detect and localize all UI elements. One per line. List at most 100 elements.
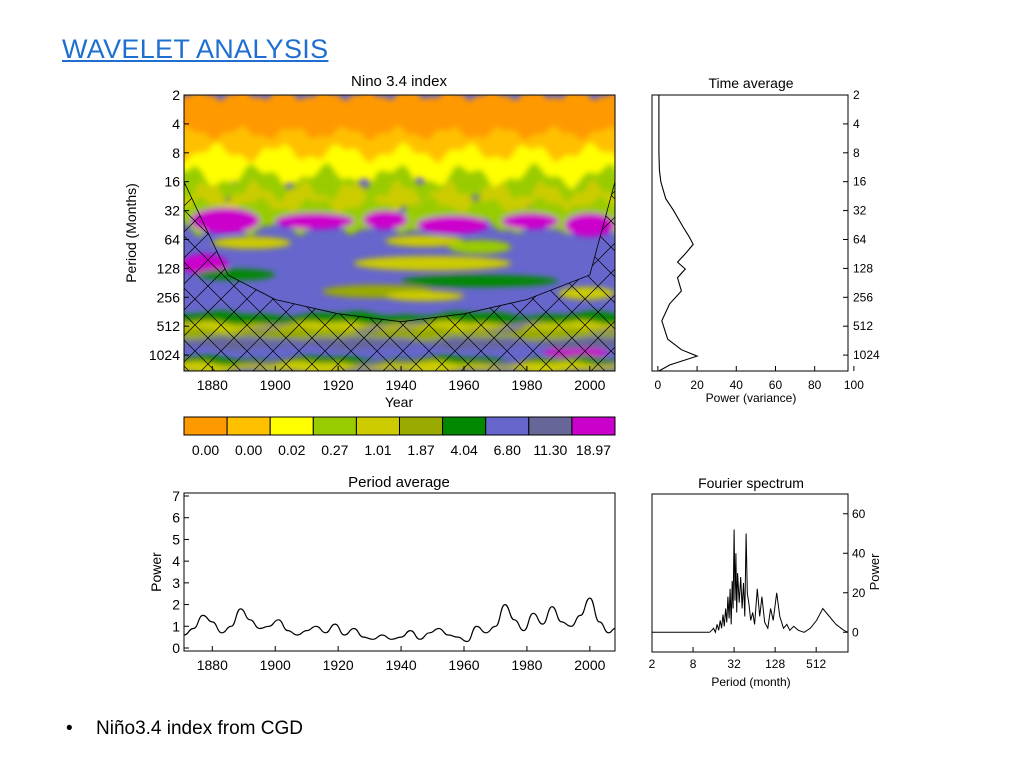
- colorbar-swatch: [226, 416, 271, 436]
- fourier-panel: Fourier spectrum 0 20 40 60 2 8 32 128 512 Peri…: [649, 475, 882, 689]
- period-average-ylabel: Power: [148, 552, 164, 592]
- wavelet-ytick-label: 4: [172, 116, 180, 132]
- period-average-xtick-label: 2000: [574, 657, 605, 673]
- fourier-ytick-label: 60: [852, 507, 866, 521]
- time-average-frame: [651, 94, 849, 372]
- wavelet-xtick-label: 1940: [385, 377, 416, 393]
- colorbar-label: 18.97: [576, 442, 611, 458]
- bullet-marker: •: [66, 718, 73, 739]
- fourier-title: Fourier spectrum: [698, 475, 804, 491]
- colorbar-label: 0.27: [321, 442, 348, 458]
- time-average-xlabel: Power (variance): [706, 391, 797, 405]
- wavelet-frame: [183, 94, 616, 372]
- fourier-xtick-label: 32: [727, 657, 741, 671]
- colorbar-swatch: [355, 416, 400, 436]
- wavelet-heatmap: [184, 95, 615, 371]
- time-average-ytick-label: 128: [853, 261, 873, 275]
- colorbar: 0.00 0.00 0.02 0.27 1.01 1.87 4.04 6.80 11.30 18.…: [183, 416, 616, 458]
- bullet-item: • Niño3.4 index from CGD: [66, 718, 303, 740]
- fourier-ytick-label: 40: [852, 546, 866, 560]
- time-average-xtick-label: 20: [690, 378, 704, 392]
- period-average-line: [183, 597, 616, 643]
- power-blob: [448, 240, 512, 254]
- colorbar-label: 0.02: [278, 442, 305, 458]
- fourier-ytick-label: 20: [852, 586, 866, 600]
- wavelet-xtick-label: 1900: [260, 377, 291, 393]
- period-average-ytick-label: 2: [172, 597, 180, 613]
- colorbar-swatch: [442, 416, 487, 436]
- fourier-line: [652, 529, 849, 634]
- power-blob: [416, 215, 490, 234]
- period-average-frame: [183, 492, 616, 652]
- fourier-xtick-label: 2: [649, 657, 656, 671]
- wavelet-ylabel: Period (Months): [123, 183, 139, 283]
- power-blob: [501, 213, 559, 230]
- time-average-xtick-label: 60: [769, 378, 783, 392]
- time-average-ytick-label: 4: [853, 117, 860, 131]
- time-average-xtick-label: 0: [655, 378, 662, 392]
- cone-of-influence-line: [184, 181, 615, 323]
- colorbar-label: 6.80: [494, 442, 521, 458]
- period-average-ytick-label: 1: [172, 618, 180, 634]
- wavelet-xtick-label: 1980: [511, 377, 542, 393]
- colorbar-label: 11.30: [533, 442, 567, 458]
- fourier-frame: [651, 493, 849, 653]
- wavelet-xtick-label: 1880: [197, 377, 228, 393]
- period-average-ytick-label: 7: [172, 488, 180, 504]
- period-average-xtick-label: 1940: [385, 657, 416, 673]
- time-average-ytick-label: 2: [853, 88, 860, 102]
- time-average-ytick-label: 8: [853, 146, 860, 160]
- fourier-ylabel: Power: [867, 553, 882, 591]
- wavelet-ytick-label: 16: [164, 174, 180, 190]
- time-average-ytick-label: 32: [853, 204, 867, 218]
- colorbar-label: 0.00: [192, 442, 219, 458]
- period-average-ytick-label: 5: [172, 531, 180, 547]
- fourier-xtick-label: 8: [690, 657, 697, 671]
- time-average-panel: Time average 2 4 8 16 32 64 128 256 512 1024 0 20 4…: [651, 75, 880, 405]
- power-blob: [275, 213, 354, 230]
- wavelet-xtick-label: 1920: [323, 377, 354, 393]
- colorbar-swatch: [269, 416, 314, 436]
- time-average-ytick-label: 512: [853, 319, 873, 333]
- time-average-ytick-label: 16: [853, 175, 867, 189]
- power-blob: [363, 210, 408, 230]
- power-blob: [385, 235, 464, 247]
- power-blob: [353, 255, 512, 271]
- period-average-ytick-label: 3: [172, 575, 180, 591]
- period-average-xtick-label: 1920: [323, 657, 354, 673]
- time-average-ytick-label: 256: [853, 290, 873, 304]
- colorbar-swatch: [571, 416, 616, 436]
- power-blob: [190, 207, 260, 234]
- time-average-line: [658, 95, 699, 372]
- time-average-title: Time average: [708, 75, 793, 91]
- colorbar-swatch: [485, 416, 530, 436]
- fourier-ytick-label: 0: [852, 625, 859, 639]
- period-average-ytick-label: 4: [172, 553, 180, 569]
- colorbar-label: 1.87: [407, 442, 434, 458]
- period-average-xtick-label: 1900: [260, 657, 291, 673]
- fourier-xlabel: Period (month): [711, 675, 790, 689]
- wavelet-xtick-label: 2000: [574, 377, 605, 393]
- wavelet-ytick-label: 2: [172, 87, 180, 103]
- colorbar-swatch: [312, 416, 357, 436]
- bullet-text: Niño3.4 index from CGD: [96, 718, 303, 739]
- period-average-panel: Period average 0 1 2 3 4 5 6 7 1880 1900 1920 1940…: [148, 474, 616, 673]
- fourier-xtick-label: 128: [765, 657, 785, 671]
- colorbar-label: 1.01: [364, 442, 391, 458]
- power-blob: [385, 290, 464, 302]
- colorbar-label: 0.00: [235, 442, 262, 458]
- time-average-xtick-label: 80: [808, 378, 822, 392]
- colorbar-swatch: [528, 416, 573, 436]
- time-average-ytick-label: 1024: [853, 348, 880, 362]
- period-average-xtick-label: 1980: [511, 657, 542, 673]
- wavelet-xlabel: Year: [385, 394, 414, 410]
- wavelet-ytick-label: 256: [157, 289, 181, 305]
- wavelet-ytick-label: 64: [164, 231, 180, 247]
- wavelet-panel: Nino 3.4 index 2 4 8 16 32 64 128 256 512 1024 18…: [123, 73, 616, 410]
- colorbar-swatch: [399, 416, 444, 436]
- period-average-title: Period average: [348, 474, 450, 491]
- period-average-xtick-label: 1880: [197, 657, 228, 673]
- time-average-ytick-label: 64: [853, 232, 867, 246]
- wavelet-ytick-label: 1024: [149, 347, 180, 363]
- colorbar-label: 4.04: [451, 442, 478, 458]
